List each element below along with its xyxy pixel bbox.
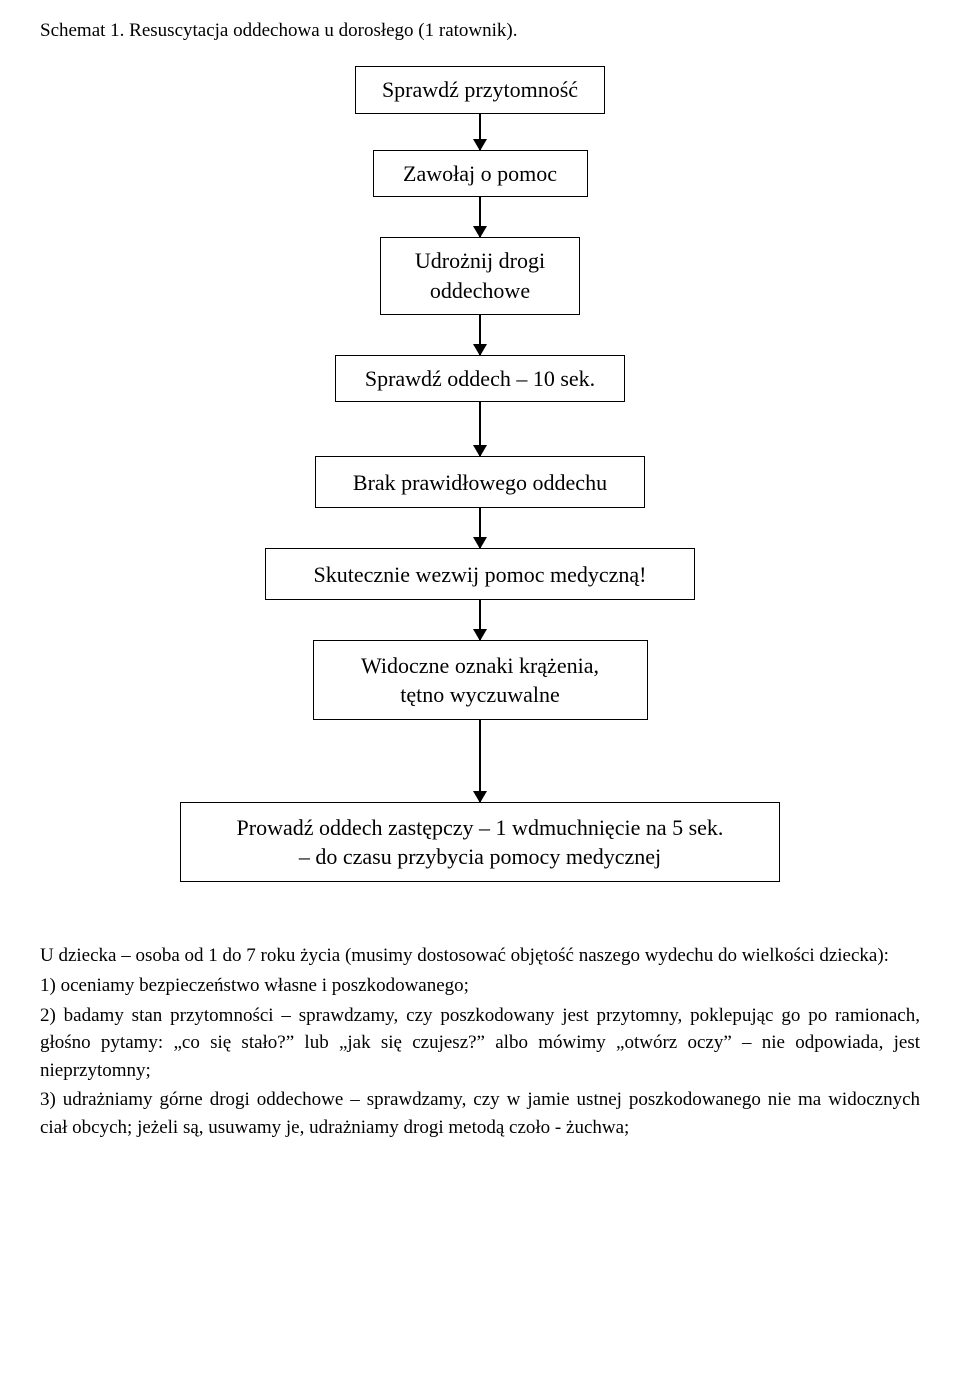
flowchart-node: Zawołaj o pomoc [373, 150, 588, 198]
body-line: 3) udrażniamy górne drogi oddechowe – sp… [40, 1086, 920, 1141]
flowchart-arrow [479, 720, 481, 802]
flowchart-arrow [479, 197, 481, 237]
flowchart-arrow [479, 600, 481, 640]
flowchart-node: Widoczne oznaki krążenia,tętno wyczuwaln… [313, 640, 648, 720]
body-line: U dziecka – osoba od 1 do 7 roku życia (… [40, 942, 920, 970]
flowchart-arrow [479, 114, 481, 150]
flowchart-node: Skutecznie wezwij pomoc medyczną! [265, 548, 695, 600]
flowchart-node: Brak prawidłowego oddechu [315, 456, 645, 508]
flowchart-node: Prowadź oddech zastępczy – 1 wdmuchnięci… [180, 802, 780, 882]
body-line: 2) badamy stan przytomności – sprawdzamy… [40, 1002, 920, 1085]
body-line: 1) oceniamy bezpieczeństwo własne i posz… [40, 972, 920, 1000]
flowchart-node: Udrożnij drogioddechowe [380, 237, 580, 314]
flowchart-node: Sprawdź przytomność [355, 66, 605, 114]
flowchart-node: Sprawdź oddech – 10 sek. [335, 355, 625, 403]
flowchart-arrow [479, 508, 481, 548]
flowchart-arrow [479, 402, 481, 456]
body-paragraph: U dziecka – osoba od 1 do 7 roku życia (… [40, 942, 920, 1141]
flowchart-arrow [479, 315, 481, 355]
flowchart-container: Sprawdź przytomność Zawołaj o pomoc Udrożn… [40, 66, 920, 882]
page-title: Schemat 1. Resuscytacja oddechowa u doro… [40, 20, 920, 42]
